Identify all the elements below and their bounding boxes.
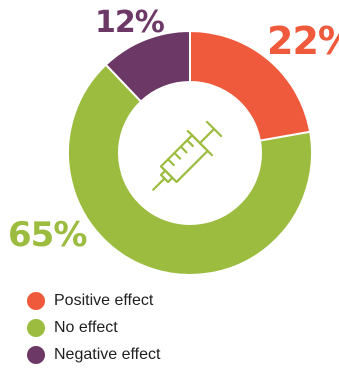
syringe-icon [152, 120, 223, 191]
slice-negative [104, 29, 191, 104]
data-label-no-effect: 65% [8, 215, 87, 255]
donut-slices [67, 29, 313, 276]
legend-item-negative: Negative effect [27, 341, 160, 368]
legend-label-positive: Positive effect [54, 291, 154, 309]
legend-swatch-negative [27, 345, 45, 364]
slice-no-effect [67, 63, 313, 276]
legend-swatch-no-effect [27, 318, 45, 337]
donut-chart [67, 29, 313, 276]
legend-label-no-effect: No effect [54, 318, 118, 336]
data-label-positive: 22% [267, 19, 339, 63]
legend: Positive effect No effect Negative effec… [27, 287, 160, 368]
legend-label-negative: Negative effect [54, 345, 161, 363]
legend-item-positive: Positive effect [27, 287, 160, 314]
legend-item-no-effect: No effect [27, 314, 160, 341]
legend-swatch-positive [27, 291, 45, 310]
data-label-negative: 12% [95, 5, 165, 40]
